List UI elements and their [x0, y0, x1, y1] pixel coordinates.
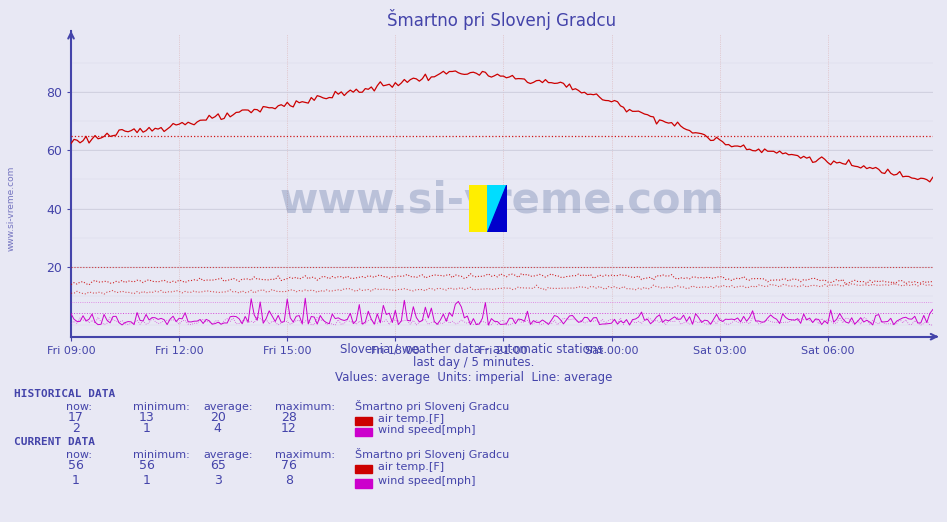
Text: minimum:: minimum: [133, 402, 189, 412]
Text: 1: 1 [143, 422, 151, 435]
Text: 76: 76 [281, 459, 296, 472]
Text: air temp.[F]: air temp.[F] [378, 462, 444, 472]
Text: 20: 20 [210, 411, 225, 424]
Text: 2: 2 [72, 422, 80, 435]
Text: 65: 65 [210, 459, 225, 472]
Text: 3: 3 [214, 474, 222, 487]
Title: Šmartno pri Slovenj Gradcu: Šmartno pri Slovenj Gradcu [387, 8, 616, 30]
Text: average:: average: [204, 402, 253, 412]
Text: 1: 1 [143, 474, 151, 487]
Polygon shape [469, 185, 488, 232]
Text: air temp.[F]: air temp.[F] [378, 414, 444, 424]
Text: www.si-vreme.com: www.si-vreme.com [279, 180, 724, 221]
Text: now:: now: [66, 450, 92, 460]
Text: wind speed[mph]: wind speed[mph] [378, 477, 475, 487]
Text: now:: now: [66, 402, 92, 412]
Text: 8: 8 [285, 474, 293, 487]
Text: Values: average  Units: imperial  Line: average: Values: average Units: imperial Line: av… [335, 371, 612, 384]
Polygon shape [488, 185, 507, 232]
Text: Slovenia / weather data - automatic stations.: Slovenia / weather data - automatic stat… [340, 342, 607, 355]
Text: 4: 4 [214, 422, 222, 435]
Text: maximum:: maximum: [275, 450, 334, 460]
Text: 56: 56 [68, 459, 83, 472]
Text: 56: 56 [139, 459, 154, 472]
Text: wind speed[mph]: wind speed[mph] [378, 425, 475, 435]
Text: www.si-vreme.com: www.si-vreme.com [7, 166, 16, 252]
Text: maximum:: maximum: [275, 402, 334, 412]
Text: minimum:: minimum: [133, 450, 189, 460]
Text: Šmartno pri Slovenj Gradcu: Šmartno pri Slovenj Gradcu [355, 448, 509, 460]
Text: 12: 12 [281, 422, 296, 435]
Text: last day / 5 minutes.: last day / 5 minutes. [413, 357, 534, 370]
Text: 1: 1 [72, 474, 80, 487]
Text: HISTORICAL DATA: HISTORICAL DATA [14, 389, 116, 399]
Text: Šmartno pri Slovenj Gradcu: Šmartno pri Slovenj Gradcu [355, 400, 509, 412]
Text: 28: 28 [281, 411, 296, 424]
Text: CURRENT DATA: CURRENT DATA [14, 437, 96, 447]
Text: average:: average: [204, 450, 253, 460]
Polygon shape [488, 185, 507, 232]
Text: 13: 13 [139, 411, 154, 424]
Text: 17: 17 [68, 411, 83, 424]
